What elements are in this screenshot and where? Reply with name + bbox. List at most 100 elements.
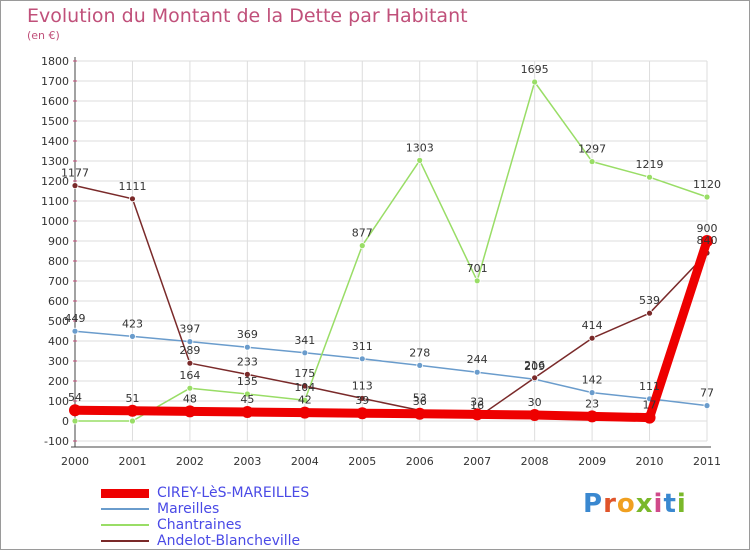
data-label: 877 bbox=[352, 227, 373, 240]
chart-title: Evolution du Montant de la Dette par Hab… bbox=[27, 5, 468, 27]
data-point bbox=[186, 384, 194, 392]
data-label: 397 bbox=[179, 323, 200, 336]
x-tick-label: 2003 bbox=[233, 455, 261, 468]
data-point bbox=[703, 193, 711, 201]
legend-item: Chantraines bbox=[101, 517, 309, 533]
data-label: 369 bbox=[237, 328, 258, 341]
data-label: 30 bbox=[528, 396, 542, 409]
data-label: 51 bbox=[125, 392, 139, 405]
x-tick-label: 2000 bbox=[61, 455, 89, 468]
y-tick-label: -100 bbox=[44, 435, 69, 448]
x-tick-label: 2011 bbox=[693, 455, 721, 468]
logo-letter: i bbox=[653, 489, 664, 519]
x-tick-label: 2004 bbox=[291, 455, 319, 468]
logo-letter: o bbox=[616, 489, 636, 519]
data-label: 23 bbox=[585, 397, 599, 410]
legend-item: CIREY-LèS-MAREILLES bbox=[101, 485, 309, 501]
series-line bbox=[74, 184, 708, 419]
data-point bbox=[531, 78, 539, 86]
data-label: 16 bbox=[470, 399, 484, 412]
data-point bbox=[71, 327, 79, 335]
data-point bbox=[358, 355, 366, 363]
y-tick-label: 0 bbox=[62, 415, 69, 428]
data-label: 175 bbox=[294, 367, 315, 380]
data-label: 1219 bbox=[636, 158, 664, 171]
y-tick-label: 1300 bbox=[41, 155, 69, 168]
legend-label: Chantraines bbox=[157, 517, 242, 533]
data-point bbox=[129, 195, 136, 203]
data-point bbox=[643, 411, 656, 424]
data-point bbox=[301, 382, 309, 390]
data-label: 39 bbox=[355, 394, 369, 407]
data-label: 42 bbox=[298, 394, 312, 407]
data-label: 77 bbox=[700, 387, 714, 400]
data-label: 311 bbox=[352, 340, 373, 353]
data-label: 289 bbox=[179, 344, 200, 357]
data-point bbox=[703, 402, 711, 410]
data-point bbox=[701, 235, 713, 247]
y-tick-label: 1000 bbox=[41, 215, 69, 228]
data-label: 164 bbox=[179, 369, 200, 382]
legend-label: Mareilles bbox=[157, 501, 220, 517]
data-point bbox=[71, 417, 79, 425]
data-label: 17 bbox=[643, 399, 657, 412]
legend-item: Andelot-Blancheville bbox=[101, 533, 309, 549]
data-point bbox=[416, 361, 424, 369]
data-point bbox=[183, 405, 196, 418]
data-label: 135 bbox=[237, 375, 258, 388]
data-point bbox=[301, 396, 309, 404]
data-label: 1297 bbox=[578, 143, 606, 156]
series-line bbox=[74, 239, 712, 423]
data-point bbox=[301, 349, 309, 357]
data-label: 53 bbox=[413, 391, 427, 404]
data-point bbox=[243, 343, 251, 351]
data-point bbox=[473, 368, 481, 376]
data-point bbox=[186, 359, 194, 367]
data-point bbox=[69, 404, 81, 417]
y-tick-label: 1100 bbox=[41, 195, 69, 208]
y-tick-label: 300 bbox=[48, 355, 69, 368]
data-label: 48 bbox=[183, 392, 197, 405]
data-label: 278 bbox=[409, 346, 430, 359]
data-point bbox=[586, 410, 599, 423]
data-label: 113 bbox=[352, 379, 373, 392]
legend-swatch bbox=[101, 524, 149, 526]
legend-swatch bbox=[101, 540, 149, 542]
data-point bbox=[126, 404, 139, 417]
data-point bbox=[588, 158, 596, 166]
data-point bbox=[416, 156, 424, 164]
data-label: 111 bbox=[639, 380, 660, 393]
logo-letter: t bbox=[663, 489, 677, 519]
proxiti-logo: Proxiti bbox=[583, 489, 687, 519]
y-tick-label: 100 bbox=[48, 395, 69, 408]
data-label: 244 bbox=[467, 353, 488, 366]
data-point bbox=[241, 406, 254, 418]
x-tick-label: 2007 bbox=[463, 455, 491, 468]
logo-letter: x bbox=[635, 489, 654, 519]
data-point bbox=[186, 338, 194, 346]
data-label: 539 bbox=[639, 294, 660, 307]
x-tick-label: 2010 bbox=[636, 455, 664, 468]
y-tick-label: 500 bbox=[48, 315, 69, 328]
data-label: 1111 bbox=[118, 180, 146, 193]
data-point bbox=[646, 173, 653, 181]
series-line bbox=[74, 330, 708, 407]
data-label: 341 bbox=[294, 334, 315, 347]
y-tick-label: 1500 bbox=[41, 115, 69, 128]
x-tick-label: 2006 bbox=[406, 455, 434, 468]
data-point bbox=[356, 407, 369, 420]
data-point bbox=[243, 390, 251, 398]
logo-letter: i bbox=[676, 489, 687, 519]
data-point bbox=[471, 408, 484, 421]
data-label: 1303 bbox=[406, 141, 434, 154]
y-tick-label: 1200 bbox=[41, 175, 69, 188]
data-label: 209 bbox=[524, 360, 545, 373]
y-tick-label: 1700 bbox=[41, 75, 69, 88]
data-point bbox=[243, 370, 251, 378]
data-label: 1695 bbox=[521, 63, 549, 76]
logo-letter: P bbox=[583, 489, 604, 519]
data-point bbox=[129, 332, 136, 340]
y-tick-label: 700 bbox=[48, 275, 69, 288]
